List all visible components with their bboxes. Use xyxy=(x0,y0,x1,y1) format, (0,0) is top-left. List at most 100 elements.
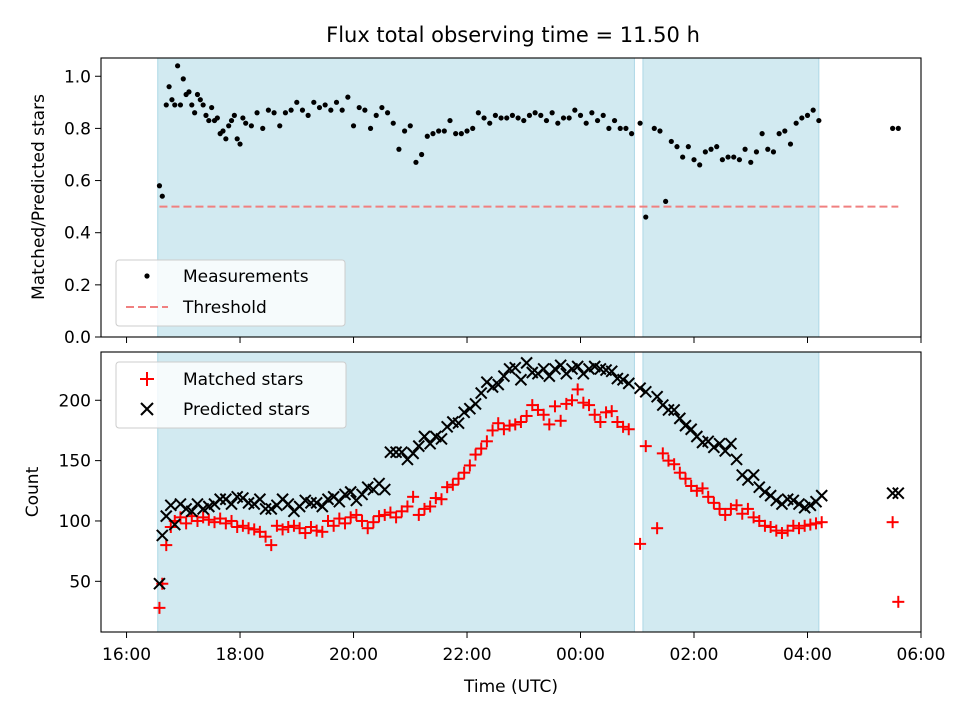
matched-star-point xyxy=(327,519,340,532)
measurement-point xyxy=(572,107,578,113)
measurement-point xyxy=(166,84,172,90)
matched-star-point xyxy=(418,502,431,515)
measurement-point xyxy=(350,123,357,129)
matched-star-point xyxy=(219,517,232,530)
measurement-point xyxy=(742,146,748,152)
measurement-point xyxy=(617,125,623,132)
matched-star-point xyxy=(707,496,720,509)
measurement-point xyxy=(475,110,481,116)
matched-star-point xyxy=(259,530,272,543)
matched-star-point xyxy=(164,521,177,533)
matched-star-point xyxy=(356,514,369,527)
matched-star-point xyxy=(160,539,173,552)
measurement-point xyxy=(203,112,209,118)
measurement-point xyxy=(637,120,643,126)
matched-star-point xyxy=(713,502,726,515)
measurement-point xyxy=(214,115,220,121)
matched-star-point xyxy=(741,502,754,515)
matched-star-point xyxy=(656,447,669,460)
x-tick-label: 00:00 xyxy=(556,645,605,665)
measurement-point xyxy=(799,115,805,121)
bottom-x-ticks: 16:00 18:00 20:00 22:00 00:00 02:00 04:00 06:00 xyxy=(102,632,946,665)
measurement-point xyxy=(436,128,442,134)
top-y-tick-label: 0.8 xyxy=(64,119,91,139)
matched-star-point xyxy=(475,442,488,455)
x-tick-label: 22:00 xyxy=(443,645,492,665)
matched-star-point xyxy=(548,400,561,413)
measurement-point xyxy=(177,102,184,108)
measurement-point xyxy=(396,146,402,152)
matched-star-point xyxy=(634,537,647,550)
measurement-point xyxy=(254,110,260,116)
measurement-point xyxy=(770,149,777,155)
measurement-point xyxy=(680,154,686,160)
matched-star-point xyxy=(605,405,618,418)
predicted-star-point xyxy=(804,499,817,512)
measurement-point xyxy=(228,117,235,124)
measurement-point xyxy=(231,112,237,118)
measurement-point xyxy=(753,149,760,155)
measurement-point xyxy=(194,91,201,98)
measurement-point xyxy=(600,112,606,118)
measurement-point xyxy=(234,136,240,142)
top-panel: 0.0 0.2 0.4 0.6 0.8 1.0 Matched/Predicted sta… xyxy=(29,57,922,348)
matched-star-point xyxy=(668,458,681,471)
measurement-point xyxy=(521,117,527,124)
matched-star-point xyxy=(265,539,278,552)
matched-star-point xyxy=(537,408,550,421)
measurement-point xyxy=(810,107,816,113)
top-y-axis-label: Matched/Predicted stars xyxy=(29,94,49,300)
predicted-star-point xyxy=(156,529,169,542)
measurement-point xyxy=(240,115,246,121)
measurement-point xyxy=(628,131,635,137)
legend-threshold-label: Threshold xyxy=(182,298,267,318)
measurement-point xyxy=(156,183,163,189)
bottom-axes-frame xyxy=(100,351,922,633)
measurement-point xyxy=(180,76,186,82)
matched-star-point xyxy=(566,394,579,407)
matched-star-point xyxy=(492,417,505,430)
predicted-stars-points xyxy=(153,356,905,590)
matched-star-point xyxy=(514,416,527,428)
matched-star-point xyxy=(412,508,425,521)
predicted-star-point xyxy=(333,495,346,508)
measurement-point xyxy=(895,125,901,132)
predicted-star-point xyxy=(892,486,905,500)
predicted-star-point xyxy=(316,500,329,513)
predicted-star-point xyxy=(225,497,238,511)
matched-star-point xyxy=(390,511,403,524)
measurement-point xyxy=(401,128,408,134)
bottom-y-ticks: 50 100 150 200 xyxy=(59,391,101,592)
matched-star-point xyxy=(480,435,493,448)
matched-star-point xyxy=(407,490,420,503)
matched-star-point xyxy=(810,517,823,530)
top-y-tick-label: 0.0 xyxy=(64,328,91,348)
matched-star-point xyxy=(577,396,590,409)
matched-star-point xyxy=(367,516,380,529)
measurement-point xyxy=(606,125,612,132)
chart-title: Flux total observing time = 11.50 h xyxy=(326,23,700,47)
bottom-y-axis-label: Count xyxy=(23,466,43,517)
measurement-point xyxy=(390,120,396,126)
matched-star-point xyxy=(458,466,471,479)
predicted-star-point xyxy=(344,485,357,499)
matched-star-point xyxy=(639,440,652,453)
measurement-point xyxy=(555,120,561,126)
predicted-star-point xyxy=(622,377,635,390)
matched-star-point xyxy=(792,522,805,535)
measurement-point xyxy=(200,102,206,108)
measurement-point xyxy=(311,99,317,105)
matched-star-point xyxy=(730,499,743,512)
predicted-star-point xyxy=(469,397,482,411)
measurement-point xyxy=(560,115,567,121)
matched-star-point xyxy=(594,416,607,428)
bottom-y-tick-label: 50 xyxy=(69,572,91,592)
measurement-point xyxy=(333,99,340,105)
measurement-point xyxy=(260,125,266,132)
matched-star-point xyxy=(758,519,771,532)
legend-matched-marker xyxy=(140,372,154,386)
bottom-y-tick-label: 100 xyxy=(59,512,91,532)
top-y-tick-label: 0.6 xyxy=(64,172,91,192)
matched-star-point xyxy=(815,516,828,529)
